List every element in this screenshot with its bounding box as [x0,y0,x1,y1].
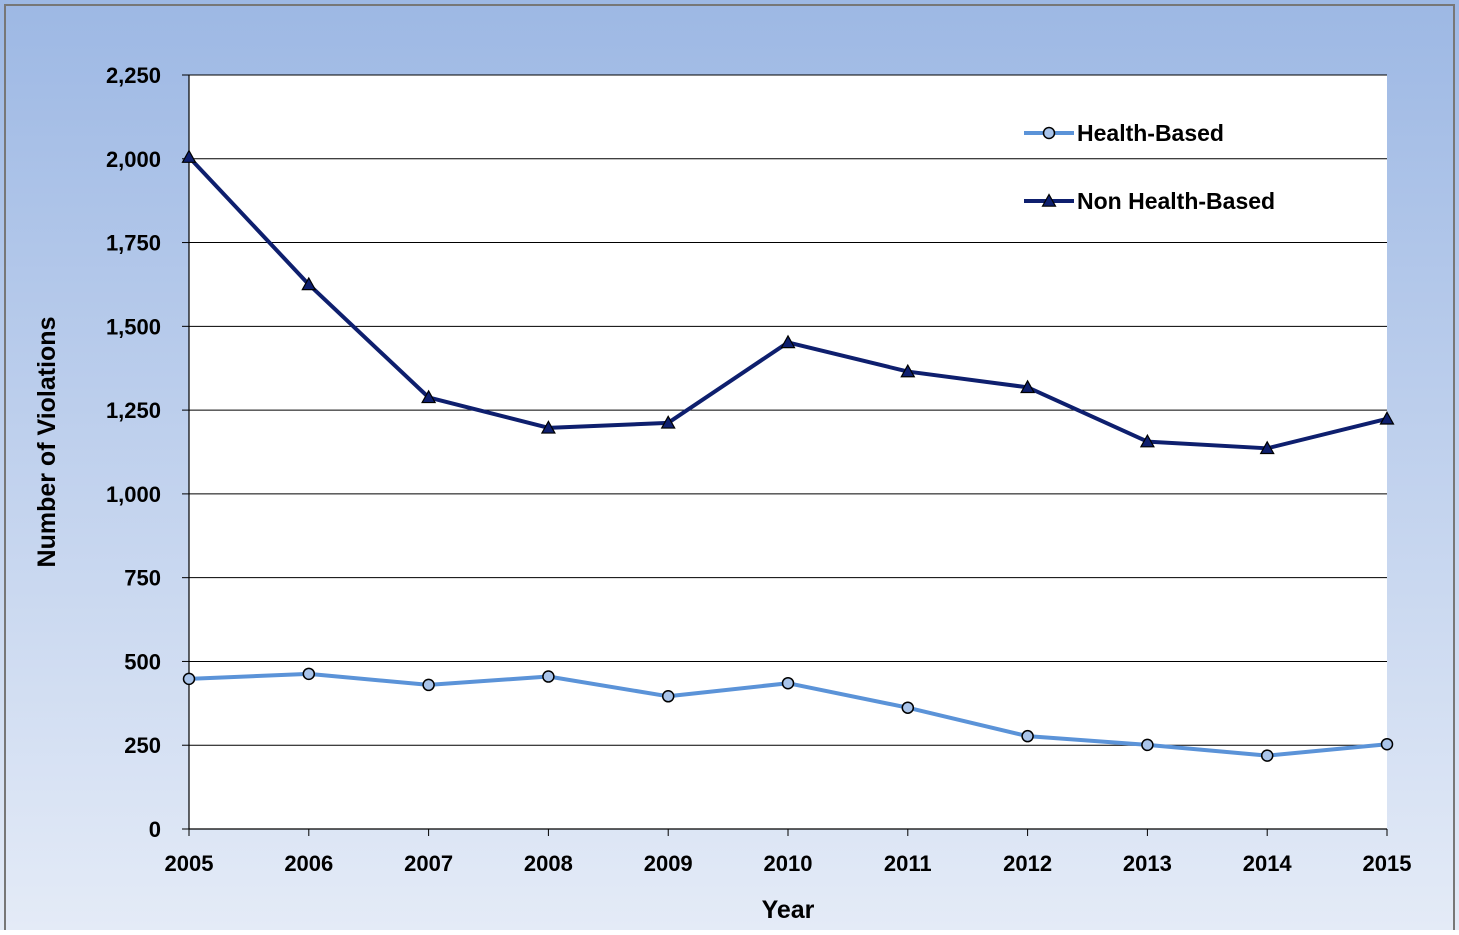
data-point-triangle [540,420,556,434]
x-tick-label: 2007 [404,851,453,876]
legend-entry: Health-Based [1024,120,1224,146]
x-axis-title: Year [762,896,815,924]
data-point-circle [1260,749,1274,762]
series-health-based [182,667,1394,762]
series-non-health-based [181,149,1395,455]
x-tick-label: 2010 [764,851,813,876]
data-point-triangle [1259,440,1275,455]
data-point-triangle [1379,411,1395,425]
data-point-circle [1021,729,1034,743]
data-point-triangle [1139,433,1155,448]
y-tick-label: 1,000 [106,482,161,507]
x-tick-label: 2008 [524,851,573,876]
x-tick-label: 2013 [1123,851,1172,876]
data-point-triangle [780,334,796,349]
legend-label: Health-Based [1077,120,1224,146]
data-point-circle [781,676,795,690]
y-tick-label: 750 [124,566,161,591]
x-tick-label: 2011 [884,851,932,876]
y-tick-label: 1,750 [106,231,161,256]
data-point-triangle [660,415,676,429]
data-point-triangle [1020,379,1036,394]
y-axis-ticks: 0 250 500 750 1,000 1,250 1,500 1,750 2,000 2,250 [106,63,189,842]
data-point-circle [1042,126,1056,140]
y-tick-label: 0 [149,817,161,842]
plot-area [189,75,1387,829]
chart-border [4,4,1455,935]
y-tick-label: 2,250 [106,63,161,88]
data-point-circle [302,667,316,681]
data-point-circle [422,678,435,692]
x-tick-label: 2006 [284,851,333,876]
data-point-triangle [301,276,317,291]
legend-label: Non Health-Based [1077,188,1275,214]
gridlines [189,74,1387,746]
y-tick-label: 250 [124,733,161,758]
data-point-triangle [421,389,437,404]
legend: Health-Based Non Health-Based [1024,120,1275,214]
y-tick-label: 1,500 [106,314,161,339]
y-tick-label: 2,000 [106,147,161,172]
legend-entry: Non Health-Based [1024,188,1275,214]
data-point-circle [661,690,675,703]
y-tick-label: 1,250 [106,398,161,423]
y-axis-title: Number of Violations [33,317,61,568]
x-tick-label: 2015 [1363,851,1412,876]
data-point-triangle [181,149,197,163]
series-group [181,149,1395,762]
data-point-triangle [1041,193,1057,207]
y-tick-label: 500 [124,649,161,674]
data-point-circle [1141,738,1154,752]
data-point-circle [542,670,555,683]
data-point-circle [182,672,196,686]
x-tick-label: 2009 [644,851,693,876]
data-point-triangle [900,363,916,378]
x-tick-label: 2014 [1243,851,1293,876]
x-tick-label: 2012 [1003,851,1052,876]
data-point-circle [1380,737,1394,751]
data-point-circle [901,701,915,714]
x-axis-ticks: 2005 2006 2007 2008 2009 2010 2011 2012 2013 2014… [165,829,1412,876]
x-tick-label: 2005 [165,851,214,876]
